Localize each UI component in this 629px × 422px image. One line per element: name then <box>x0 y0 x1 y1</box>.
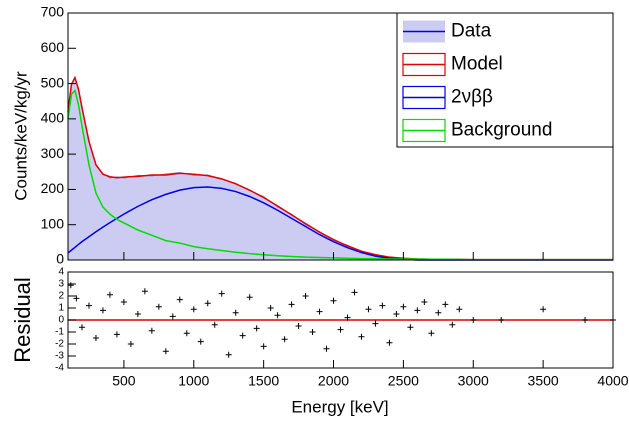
legend-label: 2νββ <box>451 87 493 108</box>
residual-point <box>260 343 267 350</box>
residual-point <box>281 336 288 343</box>
y-tick-label: -3 <box>55 351 64 362</box>
x-tick-label: 2500 <box>388 373 419 389</box>
y-tick-label: 700 <box>41 4 65 20</box>
residual-point <box>449 321 456 328</box>
residual-axis-title: Residual <box>10 277 35 363</box>
residual-point <box>456 306 463 313</box>
y-tick-label: -2 <box>55 339 64 350</box>
residual-point <box>379 302 386 309</box>
y-tick-label: 0 <box>56 251 64 267</box>
residual-point <box>239 332 246 339</box>
residual-point <box>99 307 106 314</box>
residual-point <box>274 312 281 319</box>
residual-point <box>85 302 92 309</box>
x-tick-label: 2000 <box>318 373 349 389</box>
residual-point <box>267 305 274 311</box>
residual-point <box>428 330 435 337</box>
residual-point <box>288 301 295 308</box>
residual-point <box>246 294 253 301</box>
residual-point <box>470 317 477 323</box>
residual-point <box>365 306 372 313</box>
residual-point <box>92 335 99 341</box>
residual-point <box>393 311 400 317</box>
x-tick-label: 4000 <box>597 373 628 389</box>
y-tick-label: 0 <box>58 315 64 326</box>
plot-frame <box>67 12 614 261</box>
residual-point <box>141 288 148 295</box>
x-tick-label: 1000 <box>178 373 209 389</box>
residual-point <box>197 338 204 345</box>
residual-point <box>73 295 80 302</box>
y-tick-label: -4 <box>55 363 64 374</box>
residual-point <box>106 291 113 298</box>
residual-point <box>183 330 190 337</box>
y-tick-label: 200 <box>41 180 65 196</box>
y-tick-label: 3 <box>58 279 64 290</box>
residual-point <box>218 290 225 297</box>
residual-point <box>407 324 414 331</box>
residual-point <box>162 348 169 355</box>
residual-point <box>176 296 183 303</box>
residual-point <box>67 282 74 289</box>
residual-point <box>120 299 127 305</box>
y-tick-label: -1 <box>55 327 64 338</box>
residual-point <box>435 309 442 316</box>
y-tick-label: 2 <box>58 291 64 302</box>
legend-label: Model <box>451 54 503 75</box>
x-tick-label: 3500 <box>528 373 559 389</box>
residual-point <box>323 345 330 352</box>
residual-point <box>442 301 449 308</box>
residual-point <box>78 324 85 331</box>
y-tick-label: 500 <box>41 74 65 90</box>
legend-label: Data <box>451 21 492 42</box>
x-axis-title: Energy [keV] <box>291 397 388 416</box>
residual-point <box>225 351 232 358</box>
residual-point <box>421 299 428 305</box>
residual-point <box>155 303 162 310</box>
residual-point <box>372 320 379 327</box>
y-tick-label: 600 <box>41 39 65 55</box>
x-tick-label: 500 <box>112 373 136 389</box>
residual-point <box>148 327 155 334</box>
residual-point <box>400 303 407 310</box>
residual-point <box>134 311 141 317</box>
y-tick-label: 400 <box>41 110 65 126</box>
residual-point <box>582 317 589 323</box>
x-tick-label: 1500 <box>248 373 279 389</box>
residual-point <box>190 306 197 313</box>
residual-point <box>309 329 316 335</box>
legend-label: Background <box>451 120 552 141</box>
residual-point <box>232 309 239 316</box>
residual-point <box>316 308 323 315</box>
y-tick-label: 100 <box>41 215 65 231</box>
residual-point <box>386 339 393 346</box>
x-tick-label: 3000 <box>458 373 489 389</box>
y-tick-label: 1 <box>58 303 64 314</box>
residual-point <box>337 326 344 333</box>
residual-point <box>351 289 358 296</box>
residual-point <box>358 333 365 340</box>
residual-point <box>344 314 351 321</box>
residual-point <box>211 321 218 328</box>
residual-point <box>127 341 134 347</box>
residual-point <box>253 325 260 332</box>
residual-point <box>113 331 120 338</box>
residual-point <box>204 300 211 307</box>
residual-point <box>540 306 547 313</box>
residual-point <box>169 313 176 320</box>
residual-point <box>330 297 337 304</box>
residual-point <box>302 293 309 299</box>
y-tick-label: 300 <box>41 145 65 161</box>
y-tick-label: 4 <box>58 267 64 278</box>
residual-point <box>295 323 302 329</box>
residual-point <box>498 317 505 323</box>
residual-point <box>414 307 421 314</box>
y-axis-title: Counts/keV/kg/yr <box>11 71 30 201</box>
